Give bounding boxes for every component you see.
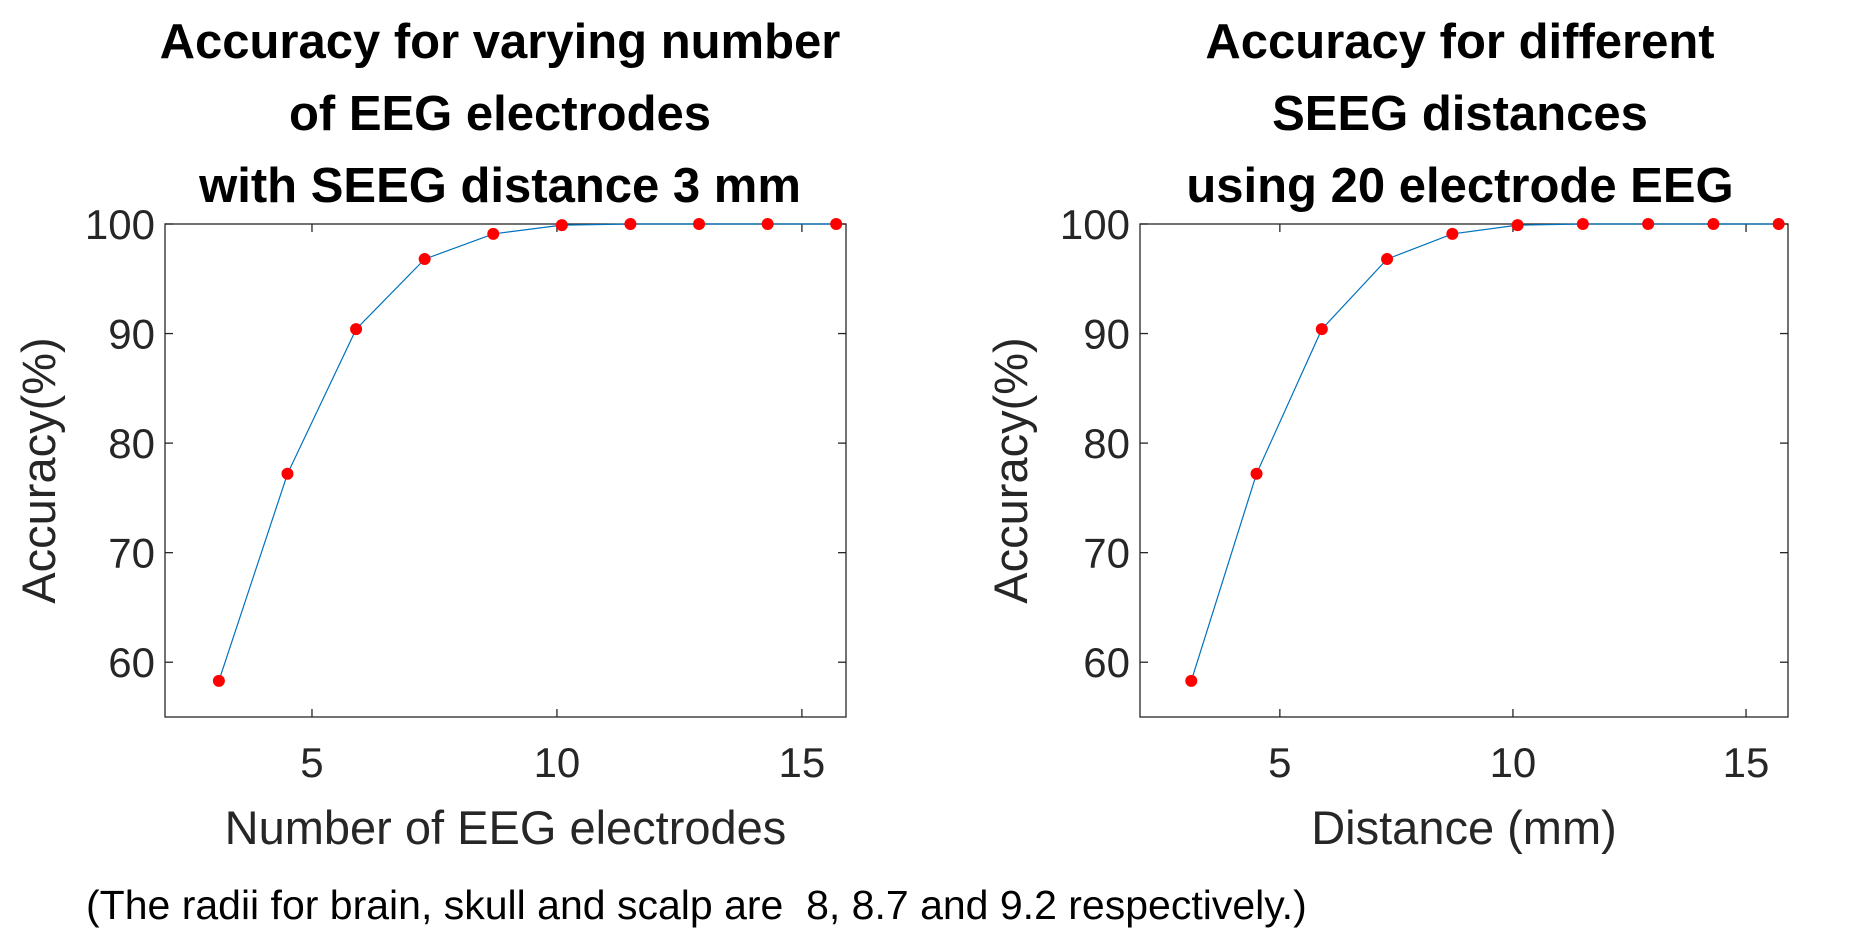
chart2-data-point: [1772, 218, 1785, 230]
chart1-xtick-label: 15: [779, 739, 826, 786]
chart1-data-point: [418, 253, 431, 266]
chart1-xlabel: Number of EEG electrodes: [225, 801, 787, 854]
chart1-title-line: of EEG electrodes: [289, 87, 711, 141]
chart2-data-point: [1642, 218, 1655, 230]
chart2-data-point: [1185, 674, 1198, 687]
chart1-ytick-label: 60: [108, 639, 155, 686]
chart2-data-point: [1511, 219, 1524, 232]
chart1-data-point: [212, 674, 225, 687]
chart2-ytick-label: 100: [1060, 201, 1130, 248]
chart2-ytick-label: 60: [1083, 639, 1130, 686]
chart2-ylabel: Accuracy(%): [984, 337, 1037, 603]
figure-caption: (The radii for brain, skull and scalp ar…: [86, 882, 1307, 928]
chart2-xtick-label: 5: [1268, 739, 1291, 786]
chart1-title-line: with SEEG distance 3 mm: [198, 159, 801, 213]
chart1-series-line: [218, 223, 837, 681]
chart2-data-point: [1446, 227, 1459, 240]
chart2-data-point: [1315, 323, 1328, 336]
chart1-title-line: Accuracy for varying number: [160, 15, 841, 69]
chart2-data-point: [1250, 467, 1263, 480]
chart2-series-line: [1190, 223, 1779, 681]
chart1-data-point: [693, 218, 706, 230]
chart2-ytick-label: 80: [1083, 420, 1130, 467]
chart2-title-line: Accuracy for different: [1205, 15, 1714, 69]
chart2-xlabel: Distance (mm): [1311, 801, 1617, 854]
chart2-ytick-label: 70: [1083, 530, 1130, 577]
chart2-data-point: [1707, 218, 1720, 230]
chart1-ylabel: Accuracy(%): [12, 337, 65, 603]
chart2-data-point: [1381, 253, 1394, 266]
chart1-axes-box: [164, 223, 847, 718]
chart1-ytick-label: 100: [85, 201, 155, 248]
chart1-ytick-label: 90: [108, 311, 155, 358]
chart2-xtick-label: 15: [1723, 739, 1770, 786]
chart1-xtick-label: 5: [300, 739, 323, 786]
chart2-data-point: [1576, 218, 1589, 230]
chart1-data-point: [761, 218, 774, 230]
chart2-xtick-label: 10: [1490, 739, 1537, 786]
chart1-ytick-label: 80: [108, 420, 155, 467]
chart1-data-point: [487, 227, 500, 240]
chart2-title-line: SEEG distances: [1272, 87, 1648, 141]
chart1-data-point: [624, 218, 637, 230]
chart1-data-point: [281, 467, 294, 480]
chart2-ytick-label: 90: [1083, 311, 1130, 358]
chart2-title-line: using 20 electrode EEG: [1186, 159, 1733, 213]
chart1-ytick-label: 70: [108, 530, 155, 577]
chart1-data-point: [555, 219, 568, 232]
chart1-xtick-label: 10: [534, 739, 581, 786]
chart1-data-point: [830, 218, 843, 230]
chart2-axes-box: [1139, 223, 1789, 718]
chart1-data-point: [350, 323, 363, 336]
